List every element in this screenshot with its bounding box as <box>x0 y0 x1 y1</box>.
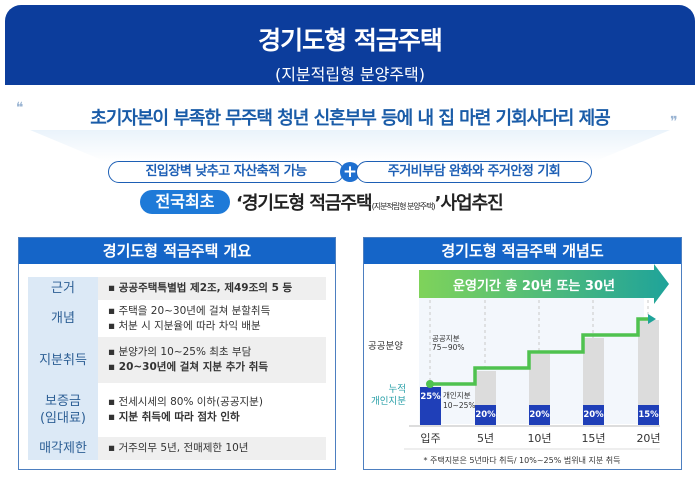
overview-row: 지분취득 ▪ 분양가의 10~25% 최초 부담 ▪ 20~30년에 걸쳐 지분 추… <box>28 337 326 383</box>
main-title: 경기도형 적금주택 <box>258 26 443 55</box>
private-share-label: 개인지분 <box>443 390 471 400</box>
stage-label: 20년 <box>636 432 660 445</box>
headline-small: (지분적립형 분양주택) <box>371 202 436 211</box>
private-share-bar <box>420 387 441 425</box>
public-share-bar <box>583 338 604 425</box>
row-line: ▪ 처분 시 지분율에 따라 차익 배분 <box>108 319 261 332</box>
row-label: 보증금 (임대료) <box>28 383 98 437</box>
headline-close: ’사업추진 <box>434 193 504 214</box>
public-share-range: 75~90% <box>432 343 465 352</box>
first-nationwide-badge: 전국최초 <box>140 190 230 214</box>
row-label: 지분취득 <box>28 337 98 383</box>
row-line: ▪ 거주의무 5년, 전매제한 10년 <box>108 442 249 454</box>
cumulative-share-line <box>430 317 650 386</box>
overview-row: 근거 ▪ 공공주택특별법 제2조, 제49조의 5 등 <box>28 277 326 300</box>
stage-label: 입주 <box>420 432 440 445</box>
row-content: ▪ 공공주택특별법 제2조, 제49조의 5 등 <box>98 277 326 300</box>
row-label: 개념 <box>28 300 98 337</box>
benefit-pill-left: 진입장벽 낮추고 자산축적 가능 <box>108 161 344 183</box>
row-content: ▪ 분양가의 10~25% 최초 부담 ▪ 20~30년에 걸쳐 지분 추가 취득 <box>98 337 326 383</box>
stage-label: 5년 <box>477 432 494 445</box>
row-line: ▪ 공공주택특별법 제2조, 제49조의 5 등 <box>108 282 293 294</box>
share-percent-label: 20% <box>529 410 550 420</box>
arrow-label: 운영기간 총 20년 또는 30년 <box>453 278 615 294</box>
row-label: 매각제한 <box>28 437 98 460</box>
start-point <box>426 380 434 388</box>
private-share-bar <box>583 405 604 425</box>
plus-icon: + <box>340 162 360 182</box>
concept-diagram: 운영기간 총 20년 또는 30년 25% 입주 20% 5년 20% 10년 20% 15년 1… <box>368 264 669 465</box>
share-percent-label: 15% <box>638 410 659 420</box>
trapezoid-background <box>30 130 670 162</box>
row-content: ▪ 주택을 20~30년에 걸쳐 분할취득 ▪ 처분 시 지분율에 따라 차익 배… <box>98 300 326 337</box>
headline: ‘경기도형 적금주택(지분적립형 분양주택)’사업추진 <box>236 189 504 215</box>
private-share-range: 10~25% <box>443 401 476 410</box>
private-share-bar <box>529 405 550 425</box>
row-content: ▪ 전세시세의 80% 이하(공공지분) ▪ 지분 취득에 따라 점차 인하 <box>98 383 326 437</box>
stage-label: 15년 <box>581 432 605 445</box>
row-line: ▪ 지분 취득에 따라 점차 인하 <box>108 411 240 423</box>
cumulative-label-2: 개인지분 <box>371 396 406 407</box>
stage-label: 10년 <box>527 432 551 445</box>
row-label: 근거 <box>28 277 98 300</box>
public-share-label: 공공지분 <box>432 334 460 343</box>
concept-title: 경기도형 적금주택 개념도 <box>364 238 681 264</box>
private-share-bar <box>638 405 659 425</box>
overview-title: 경기도형 적금주택 개요 <box>19 238 335 264</box>
open-quote-icon: ❝ <box>16 100 24 116</box>
public-share-bar <box>638 320 659 425</box>
row-line: ▪ 분양가의 10~25% 최초 부담 <box>108 346 252 358</box>
overview-row: 보증금 (임대료) ▪ 전세시세의 80% 이하(공공지분) ▪ 지분 취득에 따라… <box>28 383 326 437</box>
headline-open: ‘경기도형 적금주택 <box>236 193 373 214</box>
share-percent-label: 25% <box>420 392 441 402</box>
line-arrowhead-icon <box>648 314 656 324</box>
operating-period-arrow <box>419 264 669 304</box>
row-line: ▪ 주택을 20~30년에 걸쳐 분할취득 <box>108 304 271 317</box>
row-line: ▪ 20~30년에 걸쳐 지분 추가 취득 <box>108 361 269 373</box>
cumulative-label: 누적 <box>389 383 406 395</box>
header-banner: 경기도형 적금주택 (지분적립형 분양주택) <box>5 5 695 85</box>
concept-panel: 경기도형 적금주택 개념도 운영기간 총 20년 또는 30년 25% 입주 20% 5… <box>363 237 682 470</box>
main-subtitle: (지분적립형 분양주택) <box>274 65 426 84</box>
public-sale-label: 공공분양 <box>368 341 403 352</box>
benefit-pill-right: 주거비부담 완화와 주거안정 기회 <box>356 161 592 183</box>
row-line: ▪ 전세시세의 80% 이하(공공지분) <box>108 396 263 408</box>
overview-row: 매각제한 ▪ 거주의무 5년, 전매제한 10년 <box>28 437 326 460</box>
share-percent-label: 20% <box>583 410 604 420</box>
tagline: 초기자본이 부족한 무주택 청년 신혼부부 등에 내 집 마련 기회사다리 제공 <box>90 108 610 129</box>
private-share-bar <box>475 405 496 425</box>
footnote: * 주택지분은 5년마다 취득/ 10%~25% 범위내 지분 취득 <box>424 455 621 465</box>
close-quote-icon: ❞ <box>670 114 678 130</box>
share-percent-label: 20% <box>475 410 496 420</box>
overview-row: 개념 ▪ 주택을 20~30년에 걸쳐 분할취득 ▪ 처분 시 지분율에 따라 차익… <box>28 300 326 337</box>
row-content: ▪ 거주의무 5년, 전매제한 10년 <box>98 437 326 460</box>
